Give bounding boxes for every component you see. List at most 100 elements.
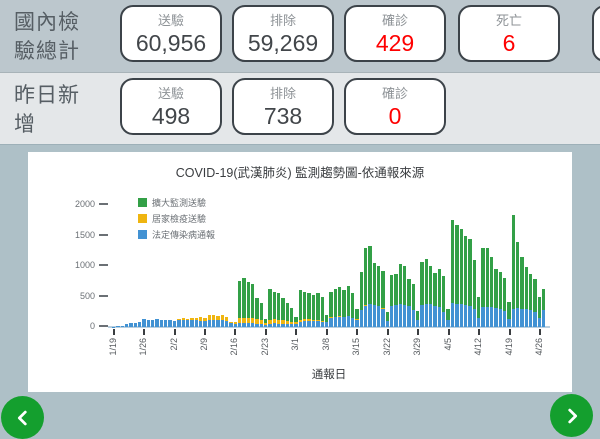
x-tick-mark xyxy=(539,329,541,335)
national-totals-row: 國內檢驗總計 送驗 60,956 排除 59,269 確診 429 死亡 6 xyxy=(0,0,600,73)
daily-bar xyxy=(168,320,171,327)
stat-label: 送驗 xyxy=(122,10,220,29)
x-tick-mark xyxy=(478,329,480,335)
daily-bar xyxy=(399,264,402,327)
daily-bar xyxy=(425,259,428,327)
x-tick-label: 4/26 xyxy=(534,338,544,356)
daily-bar xyxy=(238,281,241,327)
daily-bar xyxy=(368,246,371,327)
daily-bar xyxy=(338,287,341,327)
y-tick: 1500 xyxy=(75,230,108,240)
daily-bar xyxy=(247,282,250,327)
daily-bar xyxy=(221,315,224,327)
daily-bar xyxy=(290,308,293,327)
daily-bar xyxy=(142,319,145,327)
daily-bar xyxy=(438,269,441,327)
daily-bar xyxy=(542,289,545,327)
daily-bar xyxy=(138,322,141,327)
daily-bar xyxy=(164,320,167,327)
daily-bar xyxy=(446,309,449,327)
daily-bar xyxy=(229,322,232,327)
covid-dashboard: { "summary": { "total_row_label": "國內檢驗總… xyxy=(0,0,600,400)
stat-value: 0 xyxy=(346,103,444,130)
daily-bar xyxy=(277,293,280,327)
chevron-right-icon xyxy=(561,405,583,427)
trend-chart-panel: COVID-19(武漢肺炎) 監測趨勢圖-依通報來源 擴大監測送驗 居家檢疫送驗… xyxy=(28,152,572,392)
x-tick-label: 3/22 xyxy=(382,338,392,356)
stat-value: 6 xyxy=(460,30,558,57)
daily-bar xyxy=(129,323,132,327)
daily-bar xyxy=(525,267,528,327)
daily-bar xyxy=(381,271,384,327)
daily-bar xyxy=(347,286,350,327)
stat-box-total-deaths: 死亡 6 xyxy=(458,5,560,62)
chart-title: COVID-19(武漢肺炎) 監測趨勢圖-依通報來源 xyxy=(28,162,572,181)
prev-chart-button[interactable] xyxy=(1,396,44,439)
yesterday-new-row: 昨日新增 送驗 498 排除 738 確診 0 xyxy=(0,73,600,145)
x-tick-label: 3/8 xyxy=(321,338,331,351)
stat-value: 429 xyxy=(346,30,444,57)
stat-value: 498 xyxy=(122,103,220,130)
daily-bar xyxy=(190,318,193,327)
x-axis-title: 通報日 xyxy=(112,366,546,382)
daily-bar xyxy=(490,257,493,327)
daily-bar xyxy=(503,278,506,327)
daily-bar xyxy=(212,315,215,327)
chart-region: COVID-19(武漢肺炎) 監測趨勢圖-依通報來源 擴大監測送驗 居家檢疫送驗… xyxy=(0,145,600,400)
stat-label: 送驗 xyxy=(122,83,220,102)
daily-bar xyxy=(186,319,189,327)
daily-bar xyxy=(281,298,284,327)
y-tick: 2000 xyxy=(75,199,108,209)
daily-bar xyxy=(208,315,211,327)
daily-bar xyxy=(486,248,489,327)
stat-box-yesterday-tested: 送驗 498 xyxy=(120,78,222,135)
x-tick-label: 3/29 xyxy=(412,338,422,356)
stat-box-total-excluded: 排除 59,269 xyxy=(232,5,334,62)
daily-bar xyxy=(364,248,367,327)
daily-bar xyxy=(225,317,228,327)
daily-bar xyxy=(177,319,180,327)
daily-bar xyxy=(433,273,436,327)
daily-bar xyxy=(312,295,315,327)
y-tick: 0 xyxy=(90,321,108,331)
daily-bar xyxy=(473,260,476,327)
daily-bar xyxy=(151,320,154,327)
daily-bar xyxy=(407,279,410,327)
daily-bar xyxy=(377,266,380,327)
daily-bar xyxy=(394,274,397,327)
next-chart-button[interactable] xyxy=(550,394,593,437)
stat-box-partial-offscreen xyxy=(592,5,600,62)
daily-bar xyxy=(155,319,158,327)
daily-bar xyxy=(529,274,532,327)
daily-bar xyxy=(538,297,541,327)
stat-value: 59,269 xyxy=(234,30,332,57)
daily-bar xyxy=(264,319,267,327)
daily-bar xyxy=(121,326,124,327)
x-tick-label: 2/9 xyxy=(199,338,209,351)
daily-bar xyxy=(125,324,128,327)
daily-bar xyxy=(429,266,432,327)
daily-bar xyxy=(373,263,376,327)
daily-bar xyxy=(316,293,319,327)
daily-bar xyxy=(199,317,202,327)
daily-bar xyxy=(507,302,510,327)
x-tick-label: 1/19 xyxy=(108,338,118,356)
chevron-left-icon xyxy=(12,407,34,429)
stat-label: 排除 xyxy=(234,10,332,29)
x-tick-mark xyxy=(509,329,511,335)
daily-bar xyxy=(451,220,454,327)
x-tick-mark xyxy=(143,329,145,335)
stat-label: 排除 xyxy=(234,83,332,102)
daily-bar xyxy=(273,292,276,327)
plot-area xyxy=(112,195,546,327)
stacked-bars xyxy=(112,195,546,327)
x-tick-label: 4/12 xyxy=(473,338,483,356)
daily-bar xyxy=(242,278,245,327)
x-tick-mark xyxy=(387,329,389,335)
daily-bar xyxy=(329,292,332,327)
yesterday-new-label: 昨日新增 xyxy=(14,81,98,139)
stat-label: 確診 xyxy=(346,83,444,102)
daily-bar xyxy=(494,269,497,327)
daily-bar xyxy=(342,290,345,327)
